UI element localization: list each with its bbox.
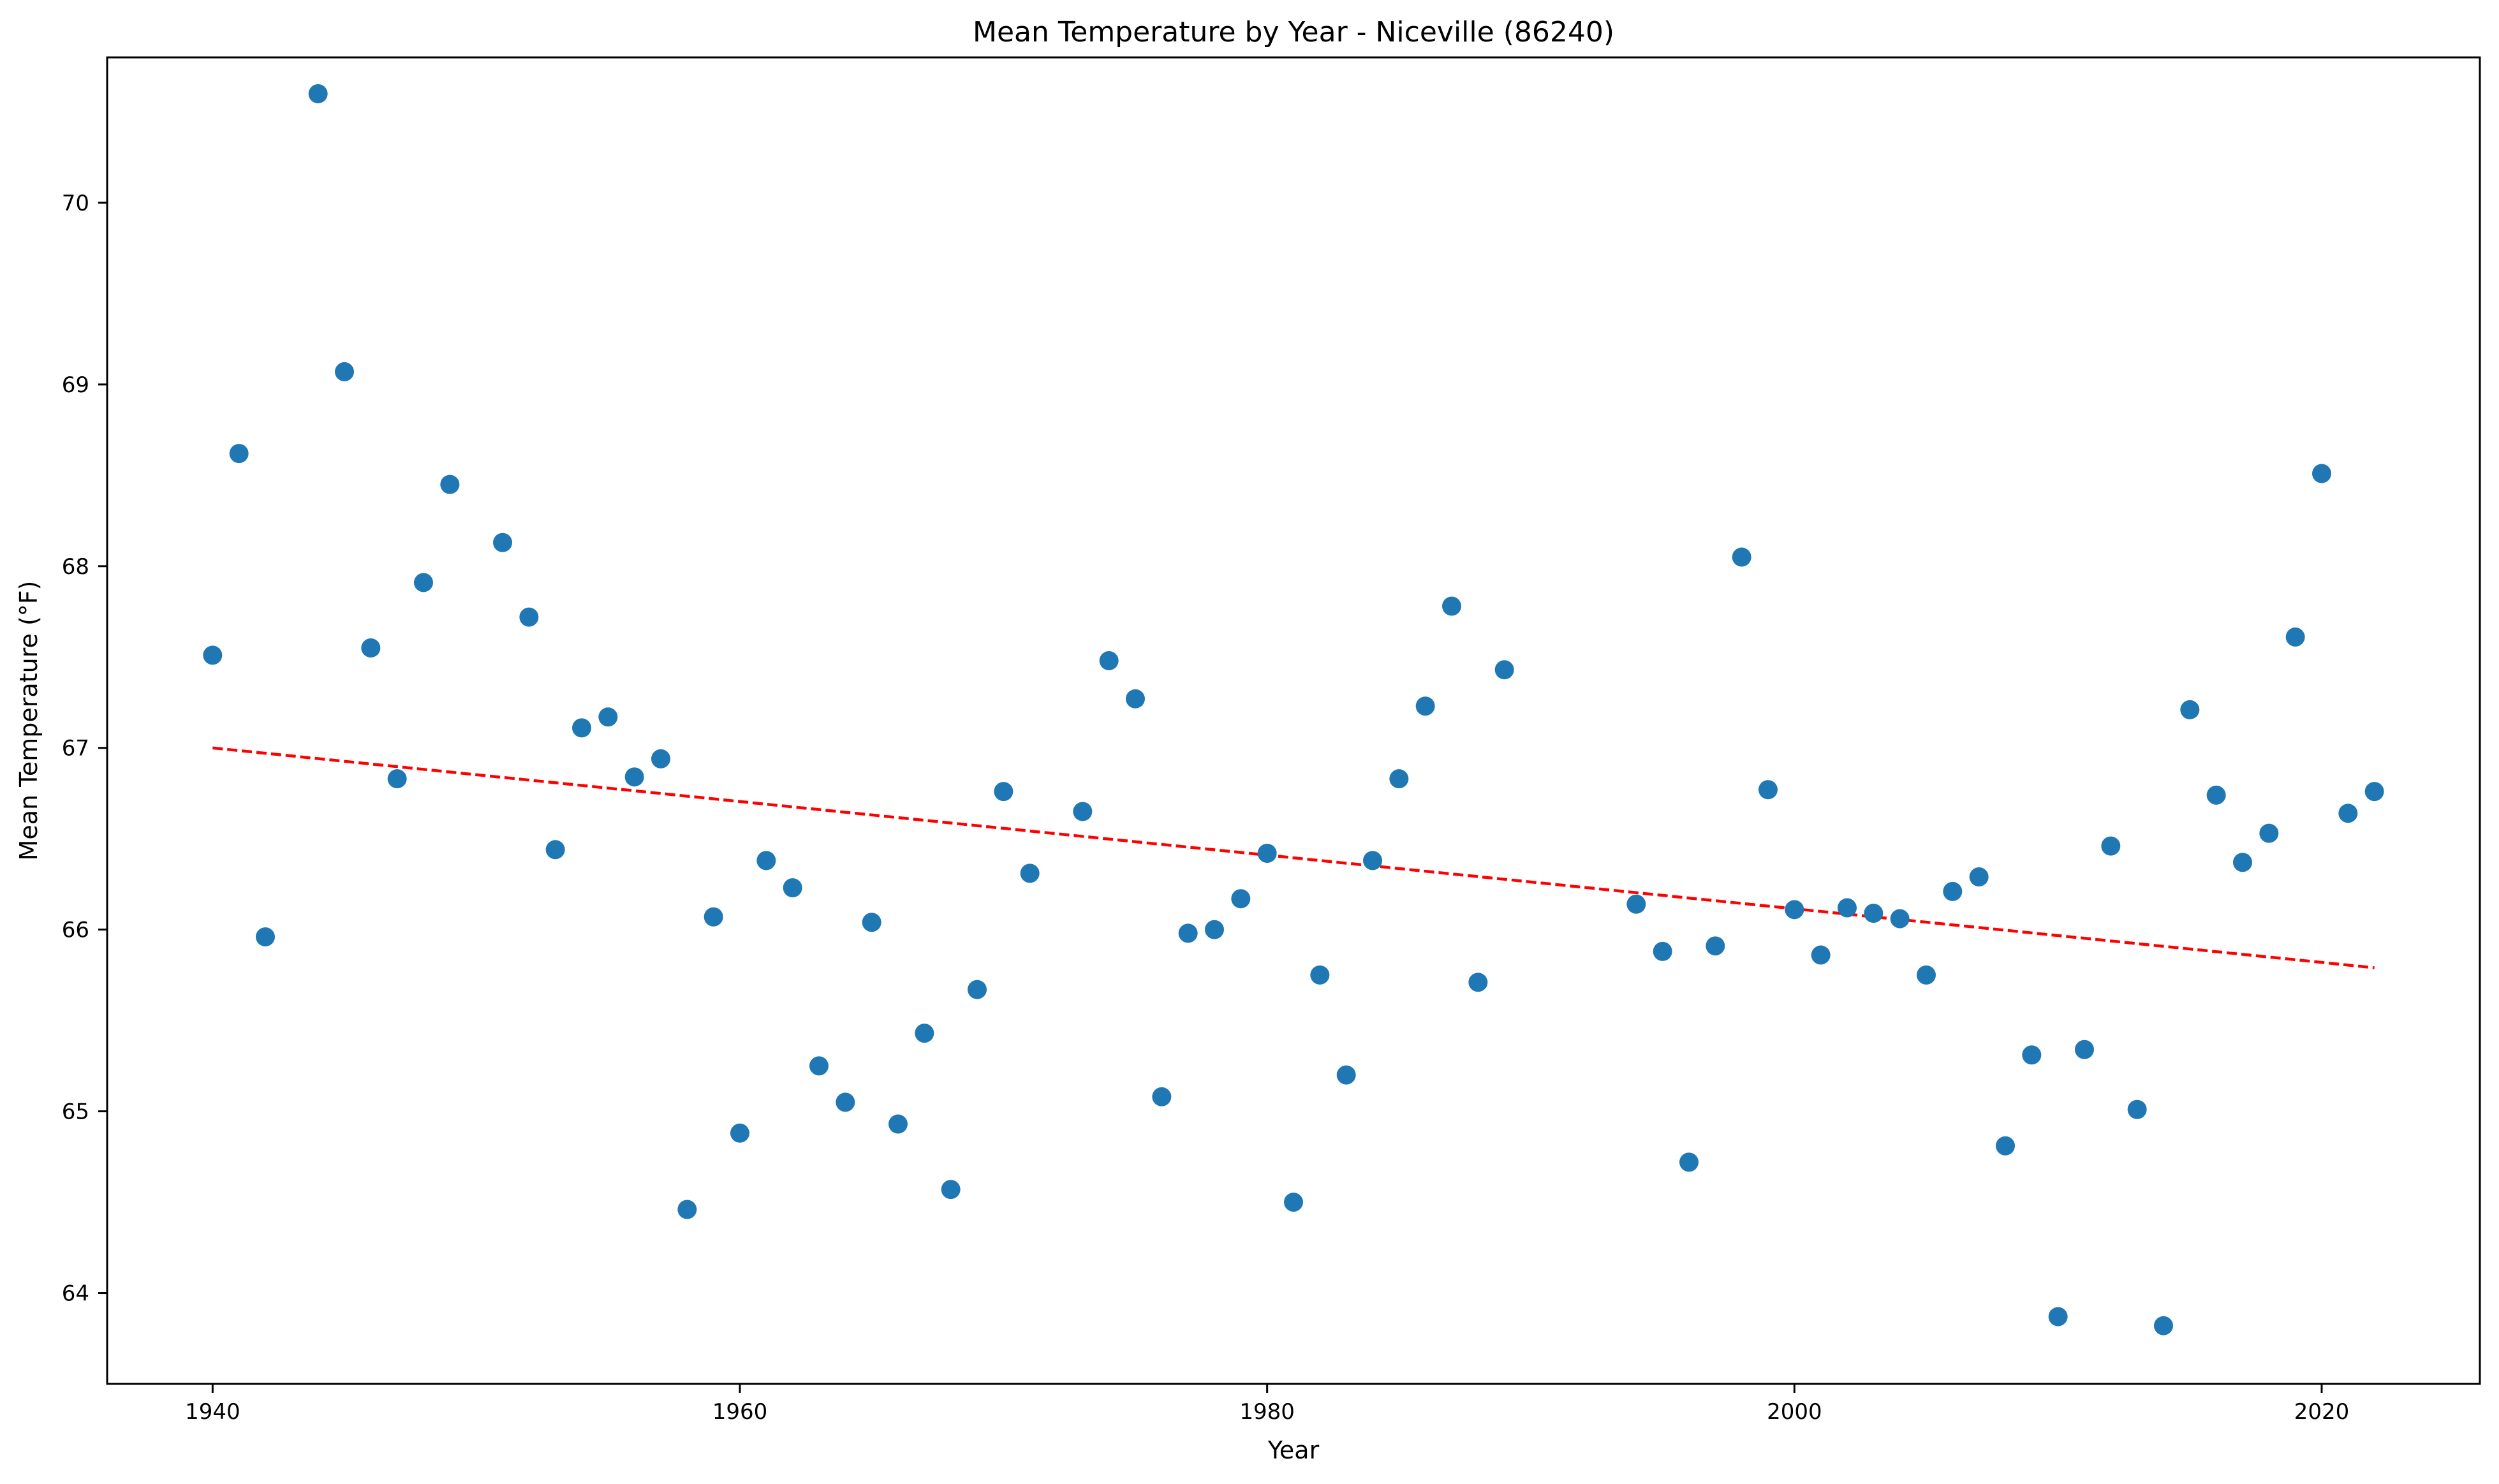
data-point — [888, 1114, 908, 1134]
data-point — [572, 718, 591, 738]
data-point — [1943, 881, 1963, 901]
data-points — [203, 84, 2384, 1335]
data-point — [2075, 1040, 2094, 1059]
data-point — [1126, 689, 1145, 709]
data-point — [2127, 1099, 2147, 1119]
data-point — [2022, 1045, 2042, 1065]
data-point — [624, 767, 644, 787]
data-point — [2338, 804, 2358, 823]
data-point — [651, 749, 670, 768]
data-point — [941, 1180, 961, 1200]
data-point — [308, 84, 328, 103]
plot-area — [106, 56, 2481, 1385]
x-axis-ticks: 1940 1960 1980 2000 2020 — [185, 1384, 2349, 1425]
data-point — [756, 851, 776, 871]
y-tick-label: 69 — [62, 372, 89, 398]
data-point — [677, 1200, 697, 1219]
data-point — [519, 607, 539, 627]
data-point — [1626, 894, 1646, 914]
data-point — [968, 980, 987, 999]
data-point — [862, 913, 881, 932]
y-axis-ticks: 64 65 66 67 68 69 70 — [62, 191, 107, 1307]
data-point — [2312, 464, 2331, 483]
data-point — [809, 1056, 829, 1076]
x-tick-label: 1980 — [1239, 1399, 1295, 1425]
data-point — [1785, 900, 1804, 920]
data-point — [783, 878, 802, 898]
data-point — [203, 645, 223, 665]
x-tick-label: 2020 — [2294, 1399, 2350, 1425]
y-tick-label: 68 — [62, 554, 89, 580]
y-tick-label: 66 — [62, 918, 89, 943]
trend-line-group — [212, 746, 2375, 969]
x-axis-label: Year — [1267, 1436, 1320, 1464]
data-point — [414, 573, 433, 592]
data-point — [1864, 904, 1883, 923]
data-point — [1917, 965, 1936, 985]
data-point — [730, 1123, 749, 1143]
data-point — [704, 907, 723, 927]
chart-title: Mean Temperature by Year - Niceville (86… — [973, 16, 1614, 48]
y-tick-label: 70 — [62, 191, 89, 216]
data-point — [1336, 1065, 1356, 1085]
data-point — [1257, 844, 1277, 863]
data-point — [1152, 1087, 1172, 1106]
data-point — [1969, 867, 1989, 887]
data-point — [1653, 941, 1672, 961]
data-point — [2154, 1316, 2173, 1335]
trend-line — [212, 746, 2375, 969]
data-point — [1415, 696, 1435, 716]
data-point — [2233, 853, 2252, 872]
data-point — [1442, 596, 1461, 616]
data-point — [1494, 660, 1514, 680]
data-point — [1679, 1152, 1699, 1172]
data-point — [598, 707, 618, 727]
data-point — [1020, 863, 1040, 883]
y-tick-label: 67 — [62, 736, 89, 761]
data-point — [994, 782, 1014, 802]
data-point — [1758, 780, 1778, 800]
data-point — [2180, 700, 2200, 719]
data-point — [1284, 1193, 1303, 1212]
data-point — [1890, 909, 1910, 929]
data-point — [1231, 889, 1251, 909]
data-point — [1310, 965, 1330, 985]
data-point — [387, 769, 407, 789]
y-tick-label: 64 — [62, 1281, 89, 1307]
data-point — [440, 474, 460, 494]
data-point — [1732, 547, 1751, 567]
data-point — [915, 1024, 934, 1043]
data-point — [229, 444, 249, 464]
data-point — [545, 840, 565, 860]
data-point — [1996, 1136, 2015, 1156]
data-point — [2364, 782, 2384, 802]
y-tick-label: 65 — [62, 1099, 89, 1125]
data-point — [2206, 785, 2226, 805]
data-point — [1178, 923, 1198, 943]
data-point — [1389, 769, 1409, 789]
data-point — [2285, 627, 2305, 647]
data-point — [2259, 823, 2279, 843]
data-point — [836, 1092, 855, 1112]
data-point — [1363, 851, 1382, 871]
x-tick-label: 2000 — [1767, 1399, 1822, 1425]
data-point — [493, 533, 512, 552]
data-point — [2048, 1307, 2068, 1326]
data-point — [1205, 920, 1224, 939]
data-point — [361, 638, 381, 658]
data-point — [1468, 973, 1488, 992]
data-point — [1706, 936, 1725, 956]
data-point — [2101, 836, 2121, 856]
data-point — [335, 362, 354, 381]
x-tick-label: 1960 — [712, 1399, 768, 1425]
data-point — [1099, 650, 1119, 670]
y-axis-label: Mean Temperature (°F) — [15, 581, 43, 861]
data-point — [1073, 802, 1093, 821]
x-tick-label: 1940 — [185, 1399, 240, 1425]
data-point — [256, 927, 275, 947]
data-point — [1838, 898, 1857, 918]
data-point — [1811, 945, 1831, 965]
